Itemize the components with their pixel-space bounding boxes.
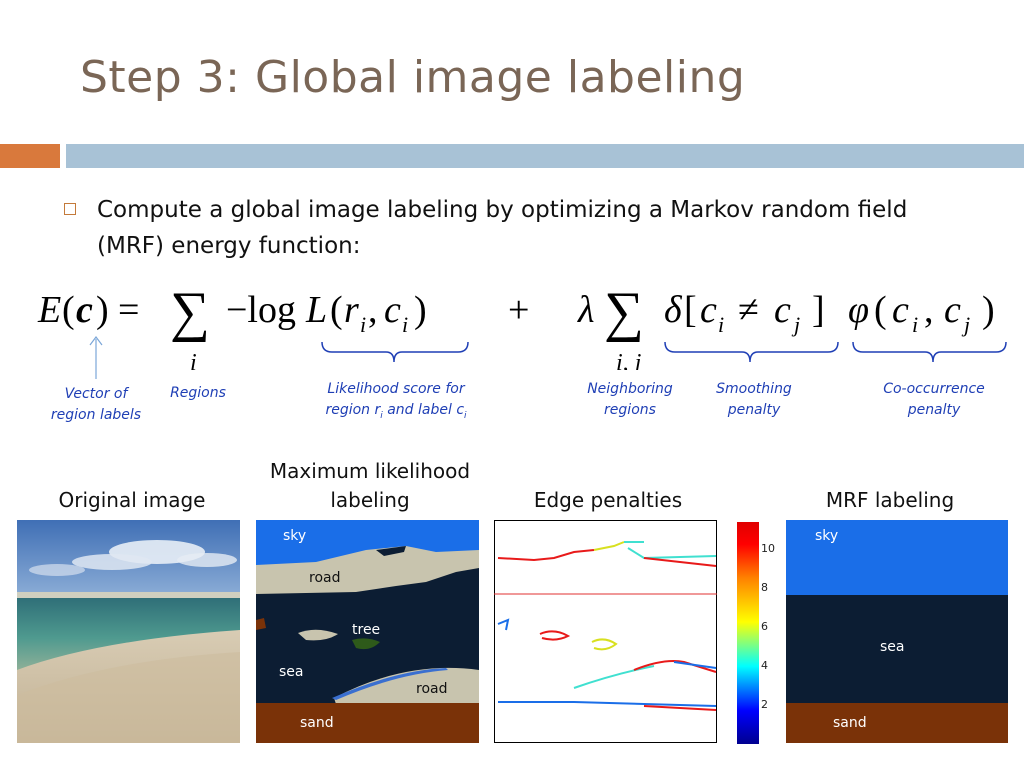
arrow-up-icon [89, 336, 103, 379]
svg-text:c: c [892, 289, 909, 331]
svg-text:−log: −log [226, 289, 296, 331]
ml-label-sand: sand [300, 715, 334, 731]
svg-text:=: = [118, 289, 139, 331]
mrf-labeling [786, 520, 1008, 743]
caption-original-image: Original image [58, 488, 206, 512]
colorbar-tick-4: 4 [761, 659, 768, 672]
caption-edge-penalties: Edge penalties [533, 488, 683, 512]
brace-likelihood [321, 341, 469, 363]
edge-penalties-map [494, 520, 717, 743]
label-smoothing-penalty: Smoothing penalty [716, 381, 792, 418]
brace-cooccurrence [852, 341, 1007, 363]
svg-text:i: i [360, 312, 366, 337]
svg-text:λ: λ [577, 289, 594, 331]
svg-text:≠: ≠ [738, 289, 759, 331]
ml-label-road-1: road [309, 570, 341, 586]
label-likelihood-text2: and label c [382, 402, 465, 418]
slide-title: Step 3: Global image labeling [80, 52, 746, 103]
svg-text:): ) [96, 289, 109, 331]
ml-label-road-2: road [416, 681, 448, 697]
svg-text:c: c [700, 289, 717, 331]
ml-label-sky: sky [283, 528, 307, 544]
svg-text:i: i [402, 312, 408, 337]
colorbar-tick-2: 2 [761, 698, 768, 711]
svg-text:δ: δ [664, 289, 683, 331]
sub-i-2: i [464, 410, 467, 421]
bullet-text: Compute a global image labeling by optim… [97, 197, 908, 259]
colorbar [737, 522, 759, 744]
svg-text:L: L [305, 289, 327, 331]
sum-subscript-i: i [190, 350, 197, 370]
caption-mrf-labeling: MRF labeling [825, 488, 955, 512]
svg-text:]: ] [812, 289, 825, 331]
svg-text:c: c [76, 289, 93, 331]
svg-text:[: [ [684, 289, 697, 331]
svg-text:,: , [924, 289, 934, 331]
mrf-label-sky: sky [815, 528, 839, 544]
svg-text:E: E [37, 289, 61, 331]
mrf-label-sea: sea [880, 639, 905, 655]
svg-text:(: ( [330, 289, 343, 331]
label-vector-of-region-labels: Vector of region labels [50, 386, 142, 423]
svg-text:): ) [414, 289, 427, 331]
accent-bar-orange [0, 144, 60, 168]
original-image [17, 520, 240, 743]
ml-label-tree: tree [352, 622, 381, 638]
label-likelihood: Likelihood score for region ri and label… [304, 379, 488, 427]
svg-text:): ) [982, 289, 995, 331]
mrf-label-sand: sand [833, 715, 867, 731]
brace-smoothing [664, 341, 839, 363]
colorbar-tick-8: 8 [761, 581, 768, 594]
label-regions: Regions [170, 385, 226, 401]
svg-text:φ: φ [848, 289, 869, 331]
colorbar-tick-10: 10 [761, 542, 775, 555]
bullet-square-icon [64, 203, 76, 215]
label-likelihood-text: Likelihood score for region r [325, 381, 465, 418]
svg-text:j: j [791, 312, 800, 337]
svg-text:i: i [718, 312, 724, 337]
svg-text:r: r [344, 289, 359, 331]
max-likelihood-labeling [256, 520, 479, 743]
sum-subscript-ij: i, j [616, 350, 642, 370]
ml-label-sea: sea [279, 664, 304, 680]
svg-text:+: + [508, 289, 529, 331]
colorbar-tick-6: 6 [761, 620, 768, 633]
svg-text:,: , [368, 289, 378, 331]
svg-text:∑: ∑ [170, 281, 210, 343]
svg-text:i: i [912, 312, 918, 337]
caption-max-likelihood: Maximum likelihood labeling [269, 459, 471, 512]
svg-text:(: ( [62, 289, 75, 331]
svg-text:c: c [944, 289, 961, 331]
svg-text:c: c [384, 289, 401, 331]
sub-i-1: i [380, 410, 383, 421]
svg-text:∑: ∑ [604, 281, 644, 343]
accent-bar-blue [66, 144, 1024, 168]
svg-text:c: c [774, 289, 791, 331]
label-cooccurrence-penalty: Co-occurrence penalty [883, 381, 985, 418]
label-neighboring-regions: Neighboring regions [587, 381, 673, 418]
svg-text:j: j [961, 312, 970, 337]
svg-text:(: ( [874, 289, 887, 331]
energy-formula: E ( c ) = ∑ i −log L ( r i , c i ) + λ ∑… [37, 281, 1007, 370]
